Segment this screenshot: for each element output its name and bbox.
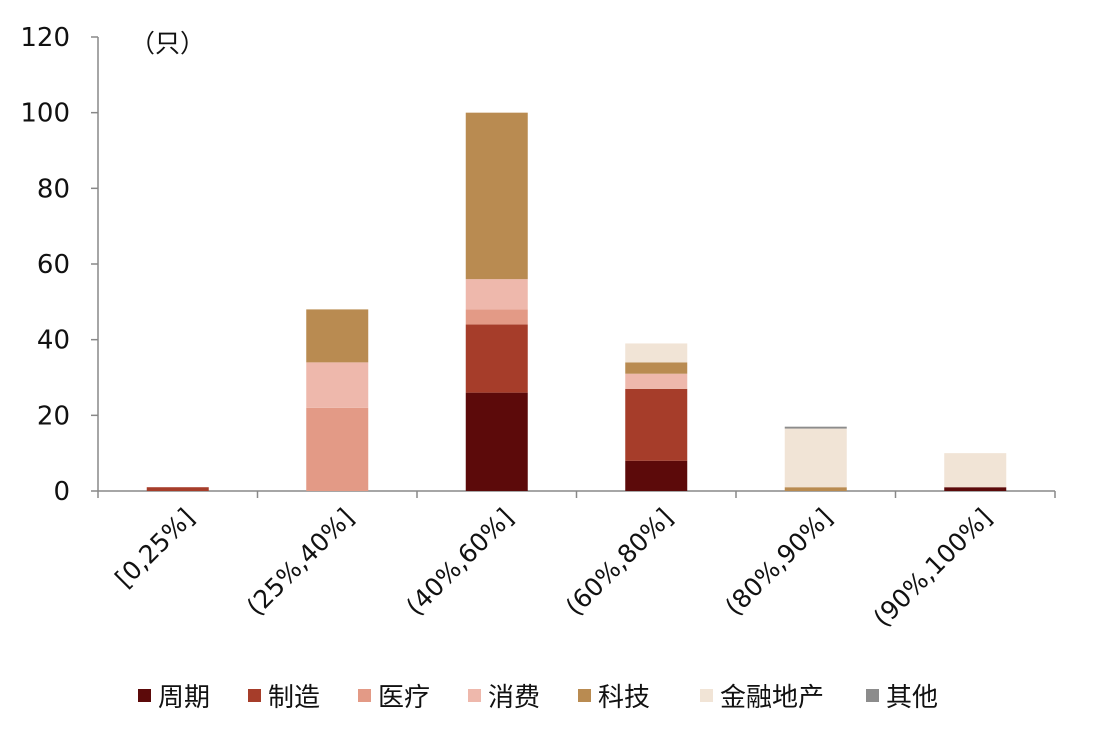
legend-label: 医疗 <box>378 683 430 713</box>
y-tick-label: 20 <box>37 401 70 431</box>
bar-segment <box>784 428 847 488</box>
legend-label: 科技 <box>598 683 650 713</box>
bar-segment <box>784 487 847 491</box>
bar-segment <box>306 309 369 363</box>
x-category-label: (60%,80%] <box>560 503 679 622</box>
bar-segment <box>465 309 528 325</box>
bar-segment <box>625 362 688 374</box>
x-category-label: [0,25%] <box>110 503 200 593</box>
bar-segment <box>625 460 688 491</box>
legend-swatch <box>700 689 713 702</box>
x-axis: [0,25%] (25%,40%] (40%,60%] (60%,80%] (80%,9… <box>97 490 1056 633</box>
legend-swatch <box>578 689 591 702</box>
y-tick-label: 0 <box>53 477 70 507</box>
legend-label: 金融地产 <box>720 683 824 713</box>
bars <box>146 112 1007 491</box>
legend-swatch <box>138 689 151 702</box>
bar-segment <box>465 324 528 393</box>
legend-label: 消费 <box>488 683 540 713</box>
y-tick-label: 80 <box>37 174 70 204</box>
bar-segment <box>625 343 688 363</box>
y-unit-label: （只） <box>130 29 205 58</box>
legend-swatch <box>248 689 261 702</box>
bar-segment <box>944 487 1007 491</box>
y-tick-label: 60 <box>37 250 70 280</box>
y-tick-label: 40 <box>37 326 70 356</box>
legend-swatch <box>866 689 879 702</box>
bar-segment <box>625 373 688 389</box>
bar-segment <box>306 407 369 491</box>
legend-swatch <box>358 689 371 702</box>
y-tick-label: 100 <box>20 99 70 129</box>
bar-segment <box>465 279 528 310</box>
legend-swatch <box>468 689 481 702</box>
bar-segment <box>784 426 847 429</box>
bar-segment <box>944 453 1007 488</box>
legend: 周期 制造 医疗 消费 科技 金融地产 其他 <box>138 683 938 713</box>
legend-label: 制造 <box>268 683 320 713</box>
y-axis: 0 20 40 60 80 100 120 <box>20 23 99 507</box>
x-category-label: (25%,40%] <box>241 503 360 622</box>
legend-label: 其他 <box>886 683 938 713</box>
bar-segment <box>146 487 209 491</box>
x-category-label: (80%,90%] <box>719 503 838 622</box>
legend-label: 周期 <box>158 683 210 713</box>
bar-segment <box>306 362 369 408</box>
x-category-label: (40%,60%] <box>400 503 519 622</box>
bar-segment <box>625 388 688 461</box>
bar-segment <box>465 392 528 491</box>
bar-segment <box>465 112 528 280</box>
y-tick-label: 120 <box>20 23 70 53</box>
x-category-label: (90%,100%] <box>868 503 998 633</box>
